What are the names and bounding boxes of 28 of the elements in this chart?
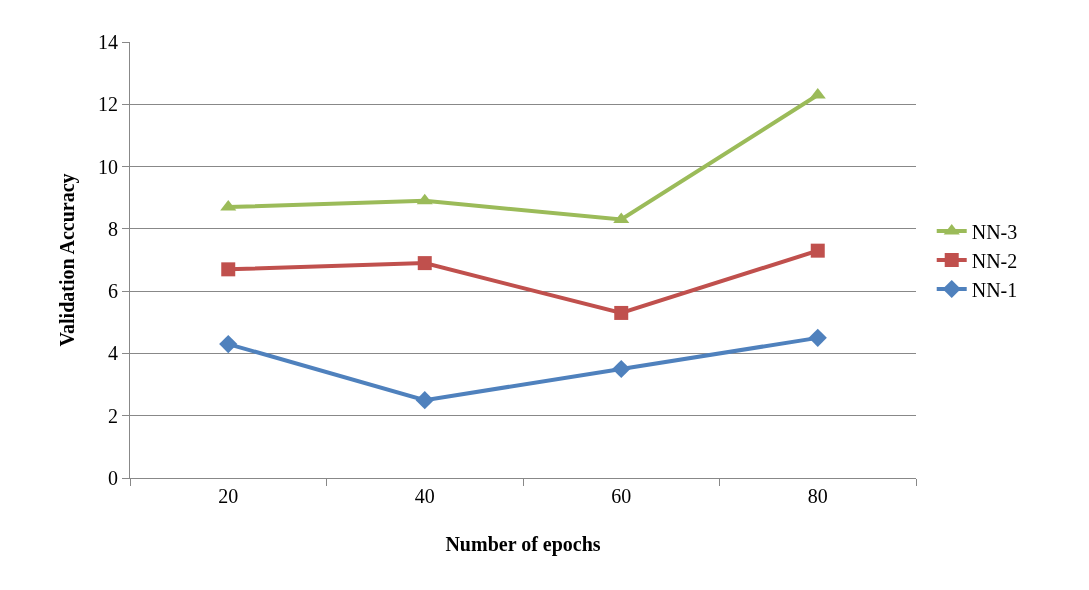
- point: [417, 256, 432, 271]
- legend-label: NN-1: [971, 278, 1018, 301]
- y-axis-title: Validation Accuracy: [55, 173, 79, 347]
- point: [415, 391, 434, 410]
- x-tick-label: 80: [807, 485, 828, 507]
- y-tick-label: 8: [108, 217, 118, 240]
- y-tick-label: 10: [98, 155, 118, 178]
- point: [612, 359, 631, 379]
- y-tick-label: 0: [108, 467, 118, 489]
- point: [221, 262, 236, 277]
- x-tick-label: 20: [218, 485, 239, 507]
- point: [219, 334, 238, 354]
- y-tick-label: 4: [108, 342, 118, 365]
- point: [416, 193, 433, 205]
- point: [808, 328, 827, 347]
- y-tick-label: 6: [108, 280, 118, 303]
- legend-label: NN-3: [971, 220, 1018, 243]
- point: [810, 243, 825, 258]
- legend-label: NN-2: [971, 249, 1018, 272]
- point: [614, 305, 629, 320]
- x-tick-label: 60: [611, 485, 632, 507]
- point: [809, 87, 826, 99]
- y-tick-label: 14: [98, 31, 118, 53]
- y-tick-label: 12: [98, 93, 118, 116]
- x-axis-title: Number of epochs: [445, 532, 601, 556]
- point: [613, 212, 630, 224]
- x-tick-label: 40: [414, 485, 435, 507]
- y-tick-label: 2: [108, 404, 118, 427]
